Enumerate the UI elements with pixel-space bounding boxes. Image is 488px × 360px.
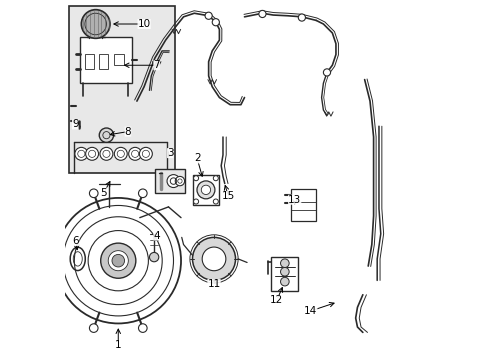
Circle shape: [75, 147, 88, 160]
Circle shape: [99, 128, 113, 142]
Circle shape: [56, 198, 181, 323]
Text: 12: 12: [269, 295, 283, 305]
Circle shape: [192, 237, 235, 280]
Text: 8: 8: [124, 127, 131, 136]
Text: 13: 13: [287, 195, 301, 205]
Circle shape: [280, 277, 288, 286]
Circle shape: [81, 10, 110, 39]
Circle shape: [112, 255, 124, 267]
Circle shape: [175, 176, 184, 186]
Circle shape: [323, 69, 330, 76]
Text: 3: 3: [166, 148, 173, 158]
Bar: [155, 169, 185, 193]
Circle shape: [280, 259, 288, 267]
Circle shape: [167, 175, 180, 188]
Circle shape: [89, 324, 98, 332]
Text: 11: 11: [207, 279, 220, 289]
Bar: [271, 257, 298, 291]
Circle shape: [89, 189, 98, 198]
Text: 7: 7: [153, 60, 160, 70]
Circle shape: [108, 251, 128, 271]
Bar: [113, 54, 124, 65]
Bar: [69, 6, 174, 173]
Bar: [80, 37, 131, 83]
Circle shape: [193, 176, 198, 181]
Text: 2: 2: [193, 153, 200, 163]
Circle shape: [197, 181, 214, 199]
Bar: [99, 54, 108, 69]
Circle shape: [201, 185, 210, 194]
Bar: [85, 54, 94, 69]
Circle shape: [114, 147, 127, 160]
Bar: [192, 175, 219, 205]
Circle shape: [280, 267, 288, 276]
Text: 10: 10: [137, 19, 150, 29]
Text: 4: 4: [153, 231, 160, 240]
Text: 6: 6: [73, 236, 79, 246]
Circle shape: [204, 12, 212, 19]
Bar: [290, 189, 316, 221]
Circle shape: [100, 147, 113, 160]
Circle shape: [128, 147, 142, 160]
Circle shape: [149, 252, 159, 262]
Circle shape: [193, 199, 198, 204]
Text: 9: 9: [72, 120, 79, 129]
Circle shape: [85, 147, 99, 160]
Circle shape: [101, 243, 136, 278]
Circle shape: [298, 14, 305, 21]
Text: 14: 14: [304, 306, 317, 316]
Circle shape: [258, 10, 265, 18]
Circle shape: [202, 247, 225, 271]
Circle shape: [213, 176, 218, 181]
Text: 1: 1: [115, 340, 122, 350]
Text: 5: 5: [101, 188, 107, 198]
Circle shape: [213, 199, 218, 204]
Circle shape: [212, 19, 219, 26]
Text: 15: 15: [221, 191, 235, 201]
Circle shape: [138, 189, 147, 198]
Circle shape: [139, 147, 152, 160]
Circle shape: [138, 324, 147, 332]
